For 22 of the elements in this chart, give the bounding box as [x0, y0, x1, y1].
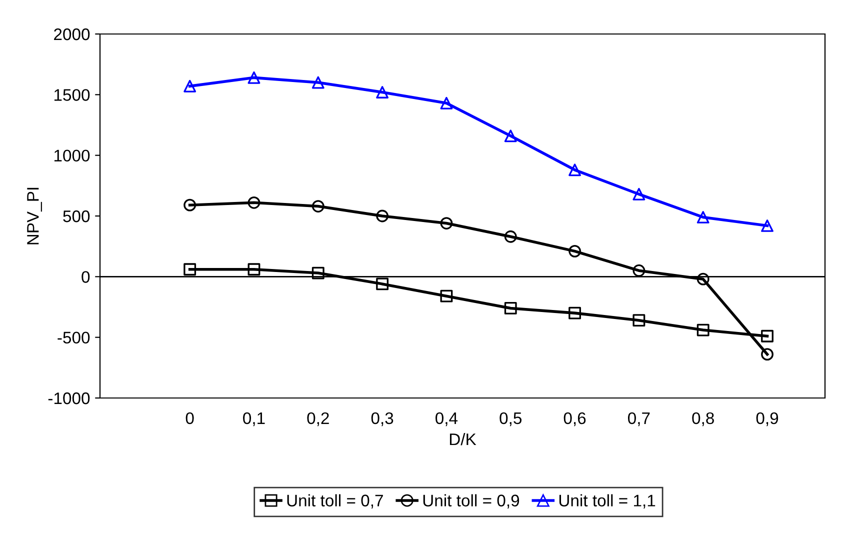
x-tick-label: 0,8 [692, 412, 714, 426]
y-tick-label: 0 [82, 271, 90, 283]
x-tick-label: 0,4 [436, 412, 458, 426]
x-tick-label: 0,6 [564, 412, 586, 426]
y-tick-label: -1000 [48, 392, 90, 404]
y-tick-label: -500 [58, 332, 90, 344]
x-tick-label: 0,3 [371, 412, 394, 426]
y-axis-title: NPV_PI [27, 188, 42, 244]
x-tick-label: 0,9 [756, 412, 778, 426]
x-axis-title: D/K [450, 432, 476, 446]
x-tick-label: 0,2 [307, 412, 329, 426]
y-tick-label: 500 [63, 210, 90, 222]
y-tick-label: 1500 [54, 89, 90, 101]
x-tick-label: 0,5 [500, 412, 522, 426]
legend-label: Unit toll = 0,9 [423, 494, 520, 508]
legend-label: Unit toll = 0,7 [287, 494, 383, 508]
legend-label: Unit toll = 1,1 [559, 494, 656, 508]
y-tick-label: 1000 [54, 150, 90, 162]
x-tick-label: 0 [186, 412, 194, 424]
x-tick-label: 0,7 [628, 412, 650, 426]
y-tick-label: 2000 [54, 28, 90, 40]
x-tick-label: 0,1 [243, 412, 265, 426]
